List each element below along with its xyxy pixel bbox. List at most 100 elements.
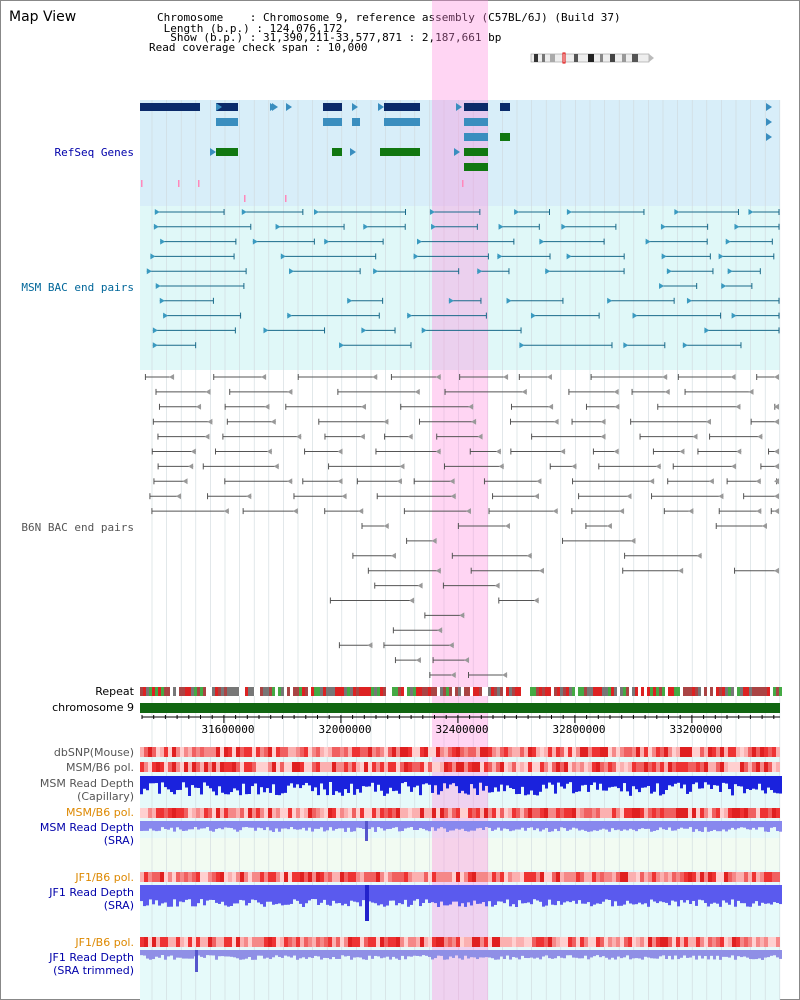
heat-cell bbox=[692, 747, 696, 757]
ruler-tick-label: 33200000 bbox=[670, 723, 723, 736]
gene-exon bbox=[500, 103, 510, 111]
repeat-segment bbox=[281, 687, 284, 696]
heat-cell bbox=[204, 808, 208, 818]
bac-end-marker bbox=[774, 478, 779, 485]
bac-end-marker bbox=[431, 537, 437, 544]
depth-bar bbox=[326, 885, 329, 905]
depth-bar bbox=[368, 821, 371, 830]
depth-bar bbox=[542, 950, 545, 957]
heat-cell bbox=[352, 808, 356, 818]
heat-cell bbox=[644, 762, 648, 772]
depth-bar bbox=[380, 885, 383, 905]
bac-end-marker bbox=[465, 508, 471, 515]
heat-cell bbox=[380, 808, 384, 818]
heat-cell bbox=[692, 808, 696, 818]
bac-end-marker bbox=[506, 297, 512, 304]
depth-bar bbox=[665, 950, 668, 960]
gene-exon bbox=[332, 148, 342, 156]
depth-bar bbox=[605, 821, 608, 830]
depth-bar bbox=[623, 885, 626, 905]
ruler-tick-label: 32000000 bbox=[319, 723, 372, 736]
repeat-segment bbox=[224, 687, 227, 696]
repeat-segment bbox=[467, 687, 470, 696]
depth-bar bbox=[704, 885, 707, 903]
heat-cell bbox=[416, 762, 420, 772]
heat-cell bbox=[712, 808, 716, 818]
depth-bar bbox=[515, 885, 518, 907]
heat-cell bbox=[760, 937, 764, 947]
depth-bar bbox=[572, 821, 575, 828]
depth-bar bbox=[641, 885, 644, 905]
depth-bar bbox=[464, 776, 467, 794]
depth-bar bbox=[629, 885, 632, 904]
depth-bar bbox=[776, 821, 779, 832]
heat-cell bbox=[348, 808, 352, 818]
heat-cell bbox=[712, 937, 716, 947]
bac-end-marker bbox=[731, 463, 737, 470]
heat-cell bbox=[236, 872, 240, 882]
repeat-segment bbox=[323, 687, 326, 696]
heat-cell bbox=[304, 937, 308, 947]
heat-cell bbox=[632, 872, 636, 882]
depth-bar bbox=[239, 776, 242, 796]
heat-cell bbox=[456, 872, 460, 882]
repeat-segment bbox=[683, 687, 686, 696]
b6n-bac-track-label[interactable]: B6N BAC end pairs bbox=[21, 521, 134, 534]
depth-bar bbox=[215, 821, 218, 829]
heat-cell bbox=[172, 937, 176, 947]
repeat-segment bbox=[515, 687, 518, 696]
depth-bar bbox=[740, 885, 743, 904]
msm-bac-track-label[interactable]: MSM BAC end pairs bbox=[21, 281, 134, 294]
depth-bar bbox=[635, 885, 638, 905]
heat-cell bbox=[248, 872, 252, 882]
repeat-segment bbox=[356, 687, 359, 696]
heat-cell bbox=[184, 762, 188, 772]
heat-cell bbox=[164, 937, 168, 947]
depth-bar bbox=[752, 821, 755, 828]
bac-end-marker bbox=[188, 463, 194, 470]
depth-bar bbox=[185, 776, 188, 788]
repeat-segment bbox=[548, 687, 551, 696]
heat-cell bbox=[336, 808, 340, 818]
heat-cell bbox=[176, 872, 180, 882]
heat-cell bbox=[468, 808, 472, 818]
repeat-segment bbox=[719, 687, 722, 696]
depth-bar bbox=[545, 950, 548, 956]
heat-cell bbox=[420, 808, 424, 818]
bac-end-marker bbox=[613, 388, 619, 395]
depth-bar bbox=[395, 821, 398, 828]
heat-cell bbox=[264, 872, 268, 882]
msm-sra-bg bbox=[140, 838, 780, 870]
heat-cell bbox=[312, 747, 316, 757]
depth-bar bbox=[470, 885, 473, 906]
refseq-track-label[interactable]: RefSeq Genes bbox=[55, 146, 134, 159]
repeat-segment bbox=[779, 687, 782, 696]
depth-bar bbox=[725, 950, 728, 957]
depth-bar bbox=[719, 885, 722, 907]
depth-bar bbox=[248, 950, 251, 958]
heat-cell bbox=[336, 747, 340, 757]
chromosome-ideogram[interactable] bbox=[530, 52, 656, 64]
heat-cell bbox=[724, 808, 728, 818]
repeat-segment bbox=[425, 687, 428, 696]
heat-cell bbox=[640, 747, 644, 757]
repeat-segment bbox=[416, 687, 419, 696]
heat-cell bbox=[316, 762, 320, 772]
depth-bar bbox=[590, 821, 593, 832]
depth-bar bbox=[563, 776, 566, 789]
heat-cell bbox=[344, 762, 348, 772]
heat-cell bbox=[628, 808, 632, 818]
depth-bar bbox=[686, 885, 689, 901]
view-title: Map View bbox=[9, 9, 77, 25]
repeat-segment bbox=[674, 687, 677, 696]
repeat-segment bbox=[368, 687, 371, 696]
repeat-segment bbox=[770, 687, 773, 696]
heat-cell bbox=[312, 762, 316, 772]
heat-cell bbox=[768, 937, 772, 947]
heat-cell bbox=[188, 762, 192, 772]
heat-cell bbox=[528, 762, 532, 772]
depth-bar bbox=[746, 950, 749, 958]
depth-bar bbox=[680, 950, 683, 958]
depth-bar bbox=[389, 950, 392, 960]
